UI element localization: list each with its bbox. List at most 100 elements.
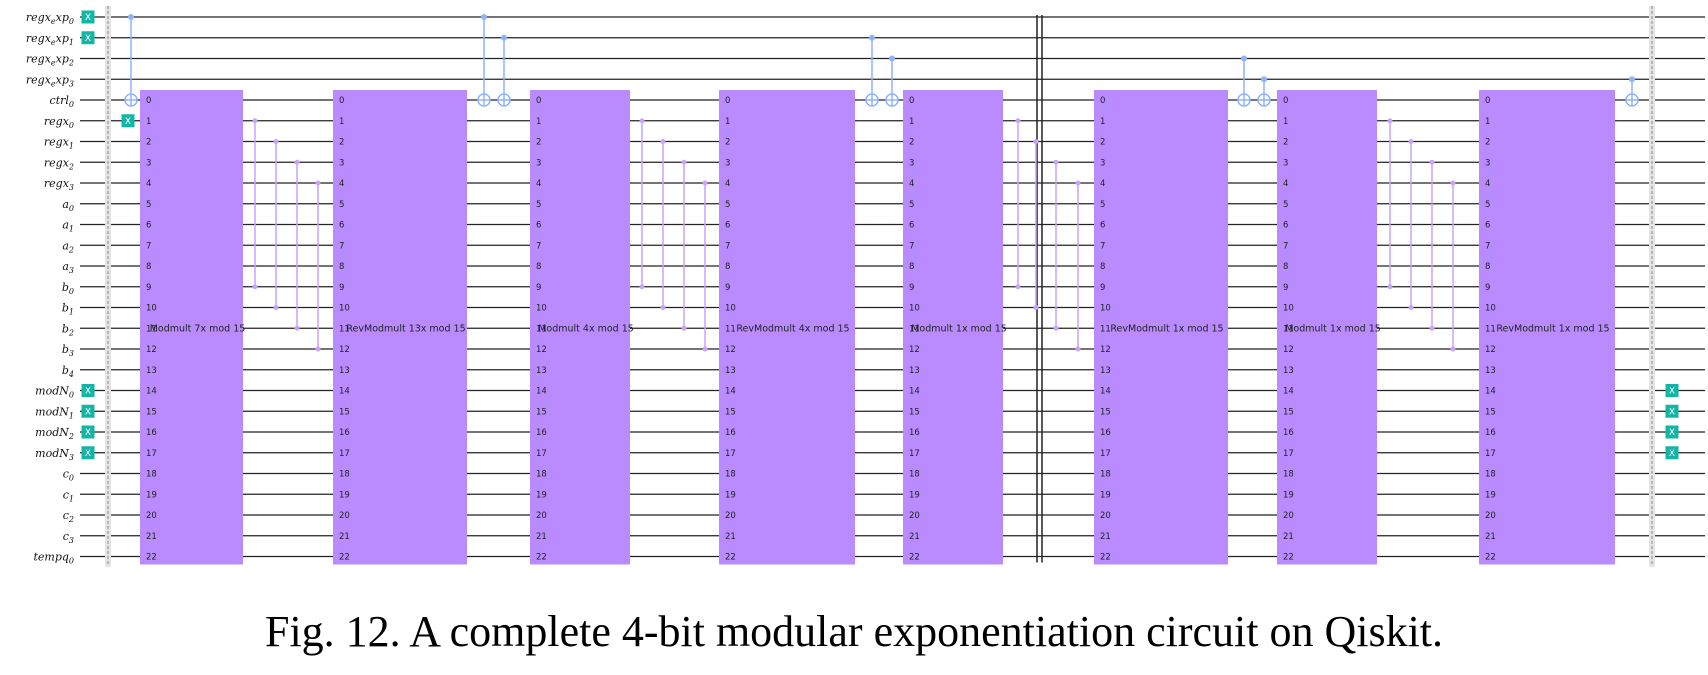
gate-pin-label: 6 bbox=[1283, 221, 1288, 231]
gate-pin-label: 22 bbox=[1283, 553, 1294, 563]
gate-pin-label: 13 bbox=[536, 366, 547, 376]
gate-pin-label: 21 bbox=[1283, 532, 1294, 542]
gate-pin-label: 8 bbox=[725, 262, 730, 272]
gate-pin-label: 2 bbox=[146, 138, 151, 148]
gate-pin-label: 9 bbox=[339, 283, 344, 293]
gate-pin-label: 19 bbox=[909, 490, 920, 500]
swap-gate bbox=[639, 118, 645, 290]
gate-pin-label: 11 bbox=[146, 324, 157, 334]
gate-pin-label: 2 bbox=[1485, 138, 1490, 148]
gate-pin-label: 9 bbox=[536, 283, 541, 293]
swap-gate bbox=[294, 159, 300, 331]
swap-end bbox=[702, 180, 708, 186]
gate-pin-label: 10 bbox=[725, 304, 736, 314]
gate-label: RevModmult 13x mod 15 bbox=[346, 323, 465, 334]
gate-pin-label: 19 bbox=[146, 490, 157, 500]
swap-end bbox=[273, 305, 279, 310]
x-gate-box bbox=[1665, 384, 1679, 397]
gate-pin-label: 15 bbox=[1485, 407, 1496, 417]
gate-pin-label: 1 bbox=[909, 117, 914, 127]
x-gate-box bbox=[81, 404, 95, 418]
x-gate-label: X bbox=[85, 428, 91, 438]
gate-pin-label: 13 bbox=[1283, 366, 1294, 376]
x-gate-label: X bbox=[85, 449, 91, 459]
gate-pin-label: 3 bbox=[1283, 158, 1288, 168]
gate-pin-label: 14 bbox=[725, 387, 736, 397]
gate-pin-label: 4 bbox=[146, 179, 151, 189]
gate-pin-label: 5 bbox=[339, 200, 344, 210]
gate-pin-label: 6 bbox=[1100, 221, 1105, 231]
qubit-label: modN2 bbox=[35, 426, 74, 441]
control-dot bbox=[481, 14, 487, 20]
gate-pin-label: 20 bbox=[146, 511, 157, 521]
qubit-label: a0 bbox=[62, 198, 74, 213]
gate-pin-label: 17 bbox=[909, 449, 920, 459]
x-gate-box bbox=[81, 425, 95, 439]
gate-pin-label: 13 bbox=[339, 366, 350, 376]
gate-pin-label: 0 bbox=[339, 96, 344, 106]
gate-pin-label: 6 bbox=[725, 221, 730, 231]
x-gate: X bbox=[81, 446, 95, 460]
swap-end bbox=[1450, 180, 1456, 186]
gate-pin-label: 15 bbox=[909, 407, 920, 417]
gate-pin-label: 2 bbox=[339, 138, 344, 148]
gate-pin-label: 20 bbox=[339, 511, 350, 521]
x-gate: X bbox=[1665, 446, 1679, 460]
control-dot bbox=[1241, 55, 1247, 62]
gate-pin-label: 15 bbox=[146, 407, 157, 417]
swap-gate bbox=[1408, 139, 1414, 310]
gate-pin-label: 19 bbox=[1485, 490, 1496, 500]
swap-end bbox=[660, 139, 666, 144]
swap-end bbox=[1387, 284, 1393, 290]
x-gate-box bbox=[1665, 425, 1679, 439]
qubit-label: a1 bbox=[62, 219, 74, 234]
swap-end bbox=[1053, 325, 1059, 331]
gate-pin-label: 7 bbox=[909, 241, 914, 251]
swap-end bbox=[252, 118, 258, 124]
swap-gate bbox=[315, 180, 321, 352]
gate-box bbox=[333, 90, 467, 565]
qubit-label: regxexp3 bbox=[26, 73, 74, 88]
controlled-x bbox=[477, 14, 491, 107]
qubit-label: regx1 bbox=[44, 136, 74, 151]
qubit-label: modN0 bbox=[35, 385, 74, 400]
gate-pin-label: 14 bbox=[1100, 387, 1111, 397]
swap-gate bbox=[1387, 118, 1393, 290]
gate-pin-label: 3 bbox=[536, 158, 541, 168]
gate-pin-label: 14 bbox=[909, 387, 920, 397]
gate-pin-label: 22 bbox=[536, 553, 547, 563]
gate-pin-label: 10 bbox=[1283, 304, 1294, 314]
x-gate: X bbox=[81, 404, 95, 418]
qubit-label: a2 bbox=[62, 239, 74, 254]
gate-pin-label: 18 bbox=[1283, 470, 1294, 480]
x-gate-label: X bbox=[1669, 387, 1675, 397]
swap-gate bbox=[273, 139, 279, 310]
gate-pin-label: 16 bbox=[1100, 428, 1111, 438]
gate-pin-label: 17 bbox=[1283, 449, 1294, 459]
swap-end bbox=[1450, 346, 1456, 352]
gate-pin-label: 4 bbox=[1100, 179, 1105, 189]
gate-pin-label: 18 bbox=[339, 470, 350, 480]
x-gate-label: X bbox=[125, 117, 131, 127]
swap-end bbox=[1075, 180, 1081, 186]
gate-pin-label: 10 bbox=[1485, 304, 1496, 314]
figure-caption: Fig. 12. A complete 4-bit modular expone… bbox=[264, 607, 1444, 656]
gate-pin-label: 9 bbox=[725, 283, 730, 293]
gate-box bbox=[1479, 90, 1615, 565]
swap-end bbox=[1015, 118, 1021, 124]
gate-pin-label: 22 bbox=[725, 553, 736, 563]
gate-pin-label: 5 bbox=[536, 200, 541, 210]
qubit-label: b3 bbox=[62, 343, 74, 358]
gate-label: RevModmult 1x mod 15 bbox=[1496, 323, 1609, 334]
gate-pin-label: 4 bbox=[1283, 179, 1288, 189]
gate-pin-label: 9 bbox=[909, 283, 914, 293]
x-gate-box bbox=[81, 446, 95, 460]
gate-box bbox=[1277, 90, 1377, 565]
gate-label: Modmult 1x mod 15 bbox=[1285, 323, 1381, 334]
gate-pin-label: 15 bbox=[1283, 407, 1294, 417]
swap-end bbox=[639, 284, 645, 290]
gate-pin-label: 15 bbox=[536, 407, 547, 417]
gate-pin-label: 14 bbox=[1283, 387, 1294, 397]
gate-pin-label: 4 bbox=[339, 179, 344, 189]
gate-pin-label: 14 bbox=[146, 387, 157, 397]
